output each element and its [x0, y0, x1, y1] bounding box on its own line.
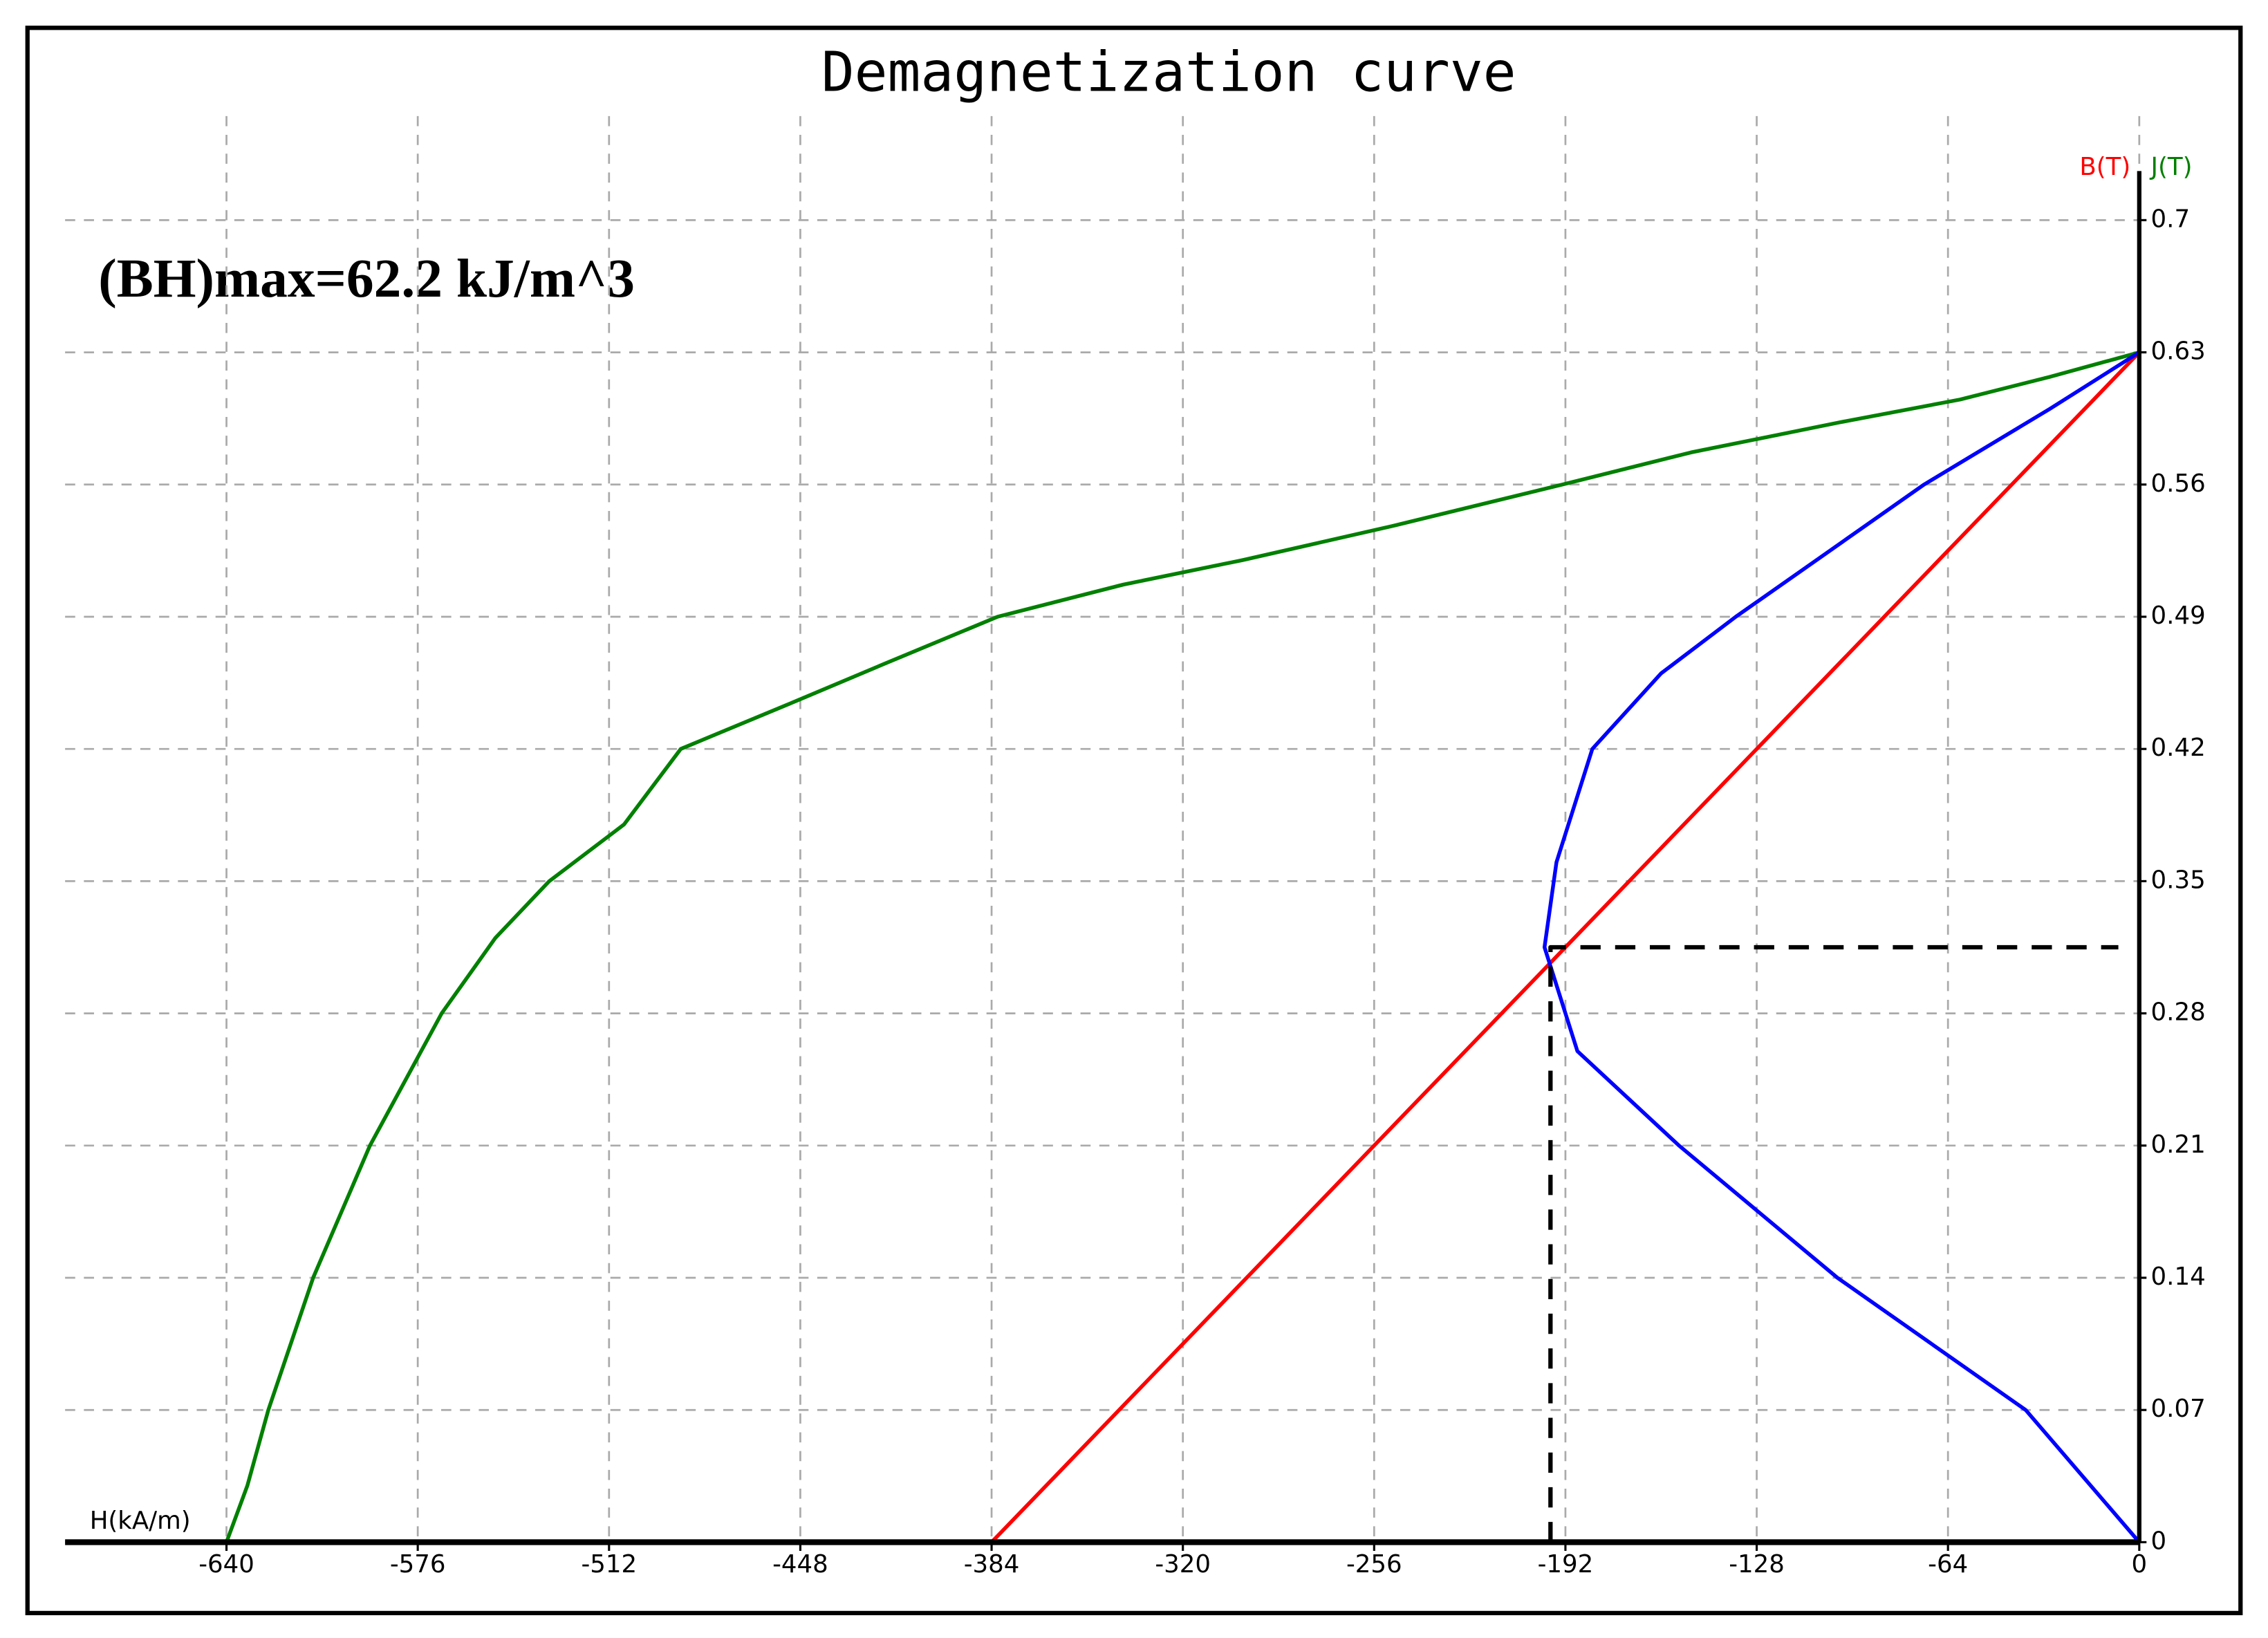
- x-tick-label: -384: [964, 1550, 1020, 1579]
- x-tick-label: -64: [1928, 1550, 1968, 1579]
- x-axis-label: H(kA/m): [90, 1507, 191, 1535]
- frame: [25, 26, 2243, 1616]
- annotation: (BH)max=62.2 kJ/m^3: [98, 248, 635, 309]
- axes: -640 -576 -512 -448 -384 -320 -256 -192 -128 -64 0…: [65, 153, 2206, 1579]
- y-tick-label: 0.21: [2151, 1130, 2206, 1159]
- y-tick-label: 0.28: [2151, 998, 2206, 1027]
- x-tick-label: -576: [390, 1550, 446, 1579]
- curve: [224, 350, 2140, 1543]
- plot-area: [224, 350, 2141, 1544]
- chart-title: Demagnetization curve: [821, 39, 1516, 104]
- y-tick-label: 0.7: [2151, 205, 2191, 233]
- y-tick-label: 0.56: [2151, 469, 2206, 498]
- curve: [1542, 351, 2141, 1544]
- y-tick-label: 0.14: [2151, 1263, 2206, 1291]
- x-tick-label: -192: [1538, 1550, 1594, 1579]
- x-tick-label: -640: [198, 1550, 254, 1579]
- x-tick-label: -320: [1155, 1550, 1211, 1579]
- y-tick-label: 0.42: [2151, 734, 2206, 762]
- y-tick-label: 0.07: [2151, 1395, 2206, 1423]
- x-tick-label: -256: [1346, 1550, 1402, 1579]
- x-tick-label: -128: [1729, 1550, 1785, 1579]
- grid: [65, 115, 2141, 1543]
- y-tick-label: 0: [2151, 1527, 2167, 1555]
- x-tick-label: 0: [2132, 1550, 2148, 1579]
- y-tick-label: 0.49: [2151, 602, 2206, 630]
- y-axis-label: B(T): [2079, 153, 2130, 181]
- x-tick-label: -512: [581, 1550, 637, 1579]
- x-tick-label: -448: [772, 1550, 828, 1579]
- y-axis-label: J(T): [2150, 153, 2193, 181]
- y-tick-label: 0.35: [2151, 866, 2206, 894]
- y-tick-label: 0.63: [2151, 337, 2206, 366]
- dashed-guide: [1548, 944, 2119, 1543]
